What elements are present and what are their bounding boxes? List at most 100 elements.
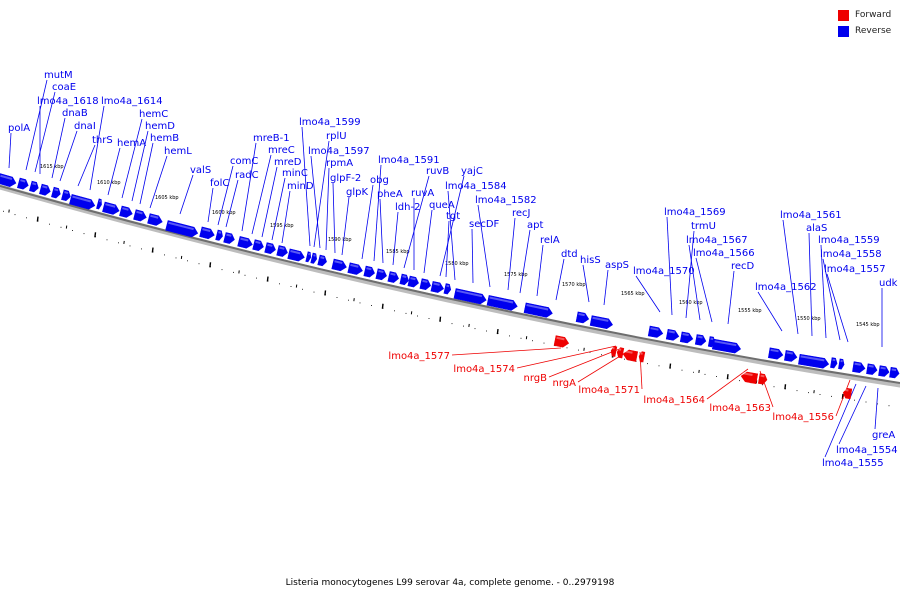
leader-line-reverse [361, 184, 374, 260]
gene-arrow-reverse [453, 288, 487, 305]
gene-arrow-reverse [39, 183, 51, 196]
scale-dot [49, 223, 50, 225]
scale-dot [888, 405, 890, 407]
gene-arrow-reverse [575, 311, 590, 324]
gene-label-lmo4a-1571: lmo4a_1571 [578, 385, 640, 396]
gene-arrow-reverse-shape [647, 325, 664, 338]
leader-line-reverse [332, 182, 336, 254]
leader-line-reverse [727, 270, 735, 325]
leader-line-reverse [51, 117, 66, 179]
gene-arrow-reverse-shape [331, 258, 347, 272]
gene-label-lmo4a-1561: lmo4a_1561 [780, 210, 842, 221]
gene-arrow-reverse [102, 201, 120, 215]
gene-arrow-reverse [17, 177, 29, 190]
gene-label-asps: aspS [605, 260, 629, 271]
gene-arrow-reverse [69, 194, 96, 210]
leader-line-reverse [471, 228, 474, 284]
scale-dot [336, 297, 338, 298]
leader-line-forward [451, 347, 562, 356]
scale-dot [141, 248, 142, 250]
leader-line-reverse [379, 198, 384, 264]
gene-label-dtd: dtd [561, 249, 578, 260]
scale-dot [14, 214, 16, 216]
scale-dot [417, 315, 418, 317]
scale-label: 1570 kbp [562, 282, 586, 288]
gene-arrow-reverse-shape [0, 173, 17, 187]
gene-arrow-reverse-highlight [122, 207, 129, 211]
gene-label-lmo4a-1591: lmo4a_1591 [378, 155, 440, 166]
gene-arrow-forward [610, 345, 618, 357]
gene-arrow-forward-shape [638, 351, 646, 363]
gene-arrow-reverse-shape [523, 302, 553, 318]
gene-label-tgt: tgt [446, 211, 460, 222]
scale-label: 1580 kbp [445, 261, 469, 267]
gene-arrow-reverse-highlight [279, 246, 285, 250]
gene-arrow-reverse-shape [878, 365, 890, 377]
scale-dot [279, 283, 280, 285]
scale-dot [762, 384, 763, 386]
gene-arrow-reverse [798, 353, 830, 369]
gene-arrow-reverse-shape [694, 334, 707, 346]
gene-arrow-reverse [363, 265, 375, 278]
gene-arrow-reverse [589, 315, 613, 329]
gene-arrow-forward-highlight [624, 350, 633, 354]
gene-arrow-reverse-shape [711, 338, 742, 354]
gene-arrow-forward [622, 349, 639, 362]
legend-swatch-reverse [838, 25, 849, 37]
gene-arrow-reverse-highlight [526, 304, 549, 311]
gene-arrow-forward [842, 387, 853, 400]
gene-arrow-reverse-highlight [456, 289, 483, 298]
gene-label-lmo4a-1554: lmo4a_1554 [836, 445, 898, 456]
scale-dot [371, 305, 372, 306]
gene-arrow-reverse-shape [589, 315, 613, 329]
gene-arrow-reverse [0, 173, 17, 187]
gene-arrow-reverse [784, 350, 798, 362]
gene-arrow-reverse-highlight [422, 279, 428, 283]
gene-arrow-reverse-highlight [267, 243, 273, 247]
scale-dot [509, 335, 510, 337]
gene-arrow-reverse [276, 245, 288, 257]
legend-label-reverse: Reverse [855, 26, 892, 36]
scale-dot [302, 288, 303, 290]
scale-dot [854, 399, 855, 401]
gene-arrow-reverse [237, 236, 253, 249]
scale-label: 1600 kbp [212, 210, 236, 216]
scale-tick-major [726, 374, 729, 380]
gene-arrow-reverse [387, 271, 399, 283]
gene-label-hemb: hemB [150, 133, 179, 144]
leader-line-reverse [121, 118, 143, 199]
gene-arrow-reverse-highlight [218, 231, 222, 234]
gene-arrow-forward-highlight [612, 347, 615, 350]
gene-label-hemc: hemC [139, 109, 168, 120]
gene-arrow-forward-highlight [742, 372, 753, 376]
leader-line-reverse [507, 217, 516, 291]
gene-arrow-reverse [29, 180, 39, 193]
scale-dot [658, 365, 660, 367]
leader-line-reverse [582, 264, 590, 303]
leader-line-reverse [808, 232, 813, 337]
leader-line-reverse [310, 155, 321, 249]
gene-arrow-reverse-highlight [308, 252, 311, 256]
leader-line-reverse [207, 187, 214, 223]
leader-line-forward [516, 345, 617, 369]
leader-line-forward [548, 347, 623, 378]
gene-arrow-reverse-highlight [410, 277, 416, 281]
leader-line-reverse [281, 190, 291, 244]
gene-label-lmo4a-1582: lmo4a_1582 [475, 195, 537, 206]
gene-arrow-reverse-shape [399, 273, 409, 286]
scale-dot [359, 302, 361, 304]
gene-arrow-reverse-highlight [150, 214, 159, 219]
legend-item-forward: Forward [838, 8, 891, 22]
scale-dot [129, 245, 131, 247]
gene-arrow-reverse-highlight [378, 269, 384, 274]
gene-arrow-reverse-highlight [20, 179, 26, 183]
gene-arrow-reverse-shape [310, 252, 317, 264]
gene-label-dnab: dnaB [62, 108, 88, 119]
gene-arrow-reverse [215, 229, 223, 241]
gene-label-glpf-2: glpF-2 [330, 173, 361, 184]
gene-arrow-reverse-highlight [650, 327, 659, 331]
gene-arrow-reverse [331, 258, 347, 272]
scale-label: 1560 kbp [679, 300, 703, 306]
gene-arrow-reverse [830, 357, 838, 369]
